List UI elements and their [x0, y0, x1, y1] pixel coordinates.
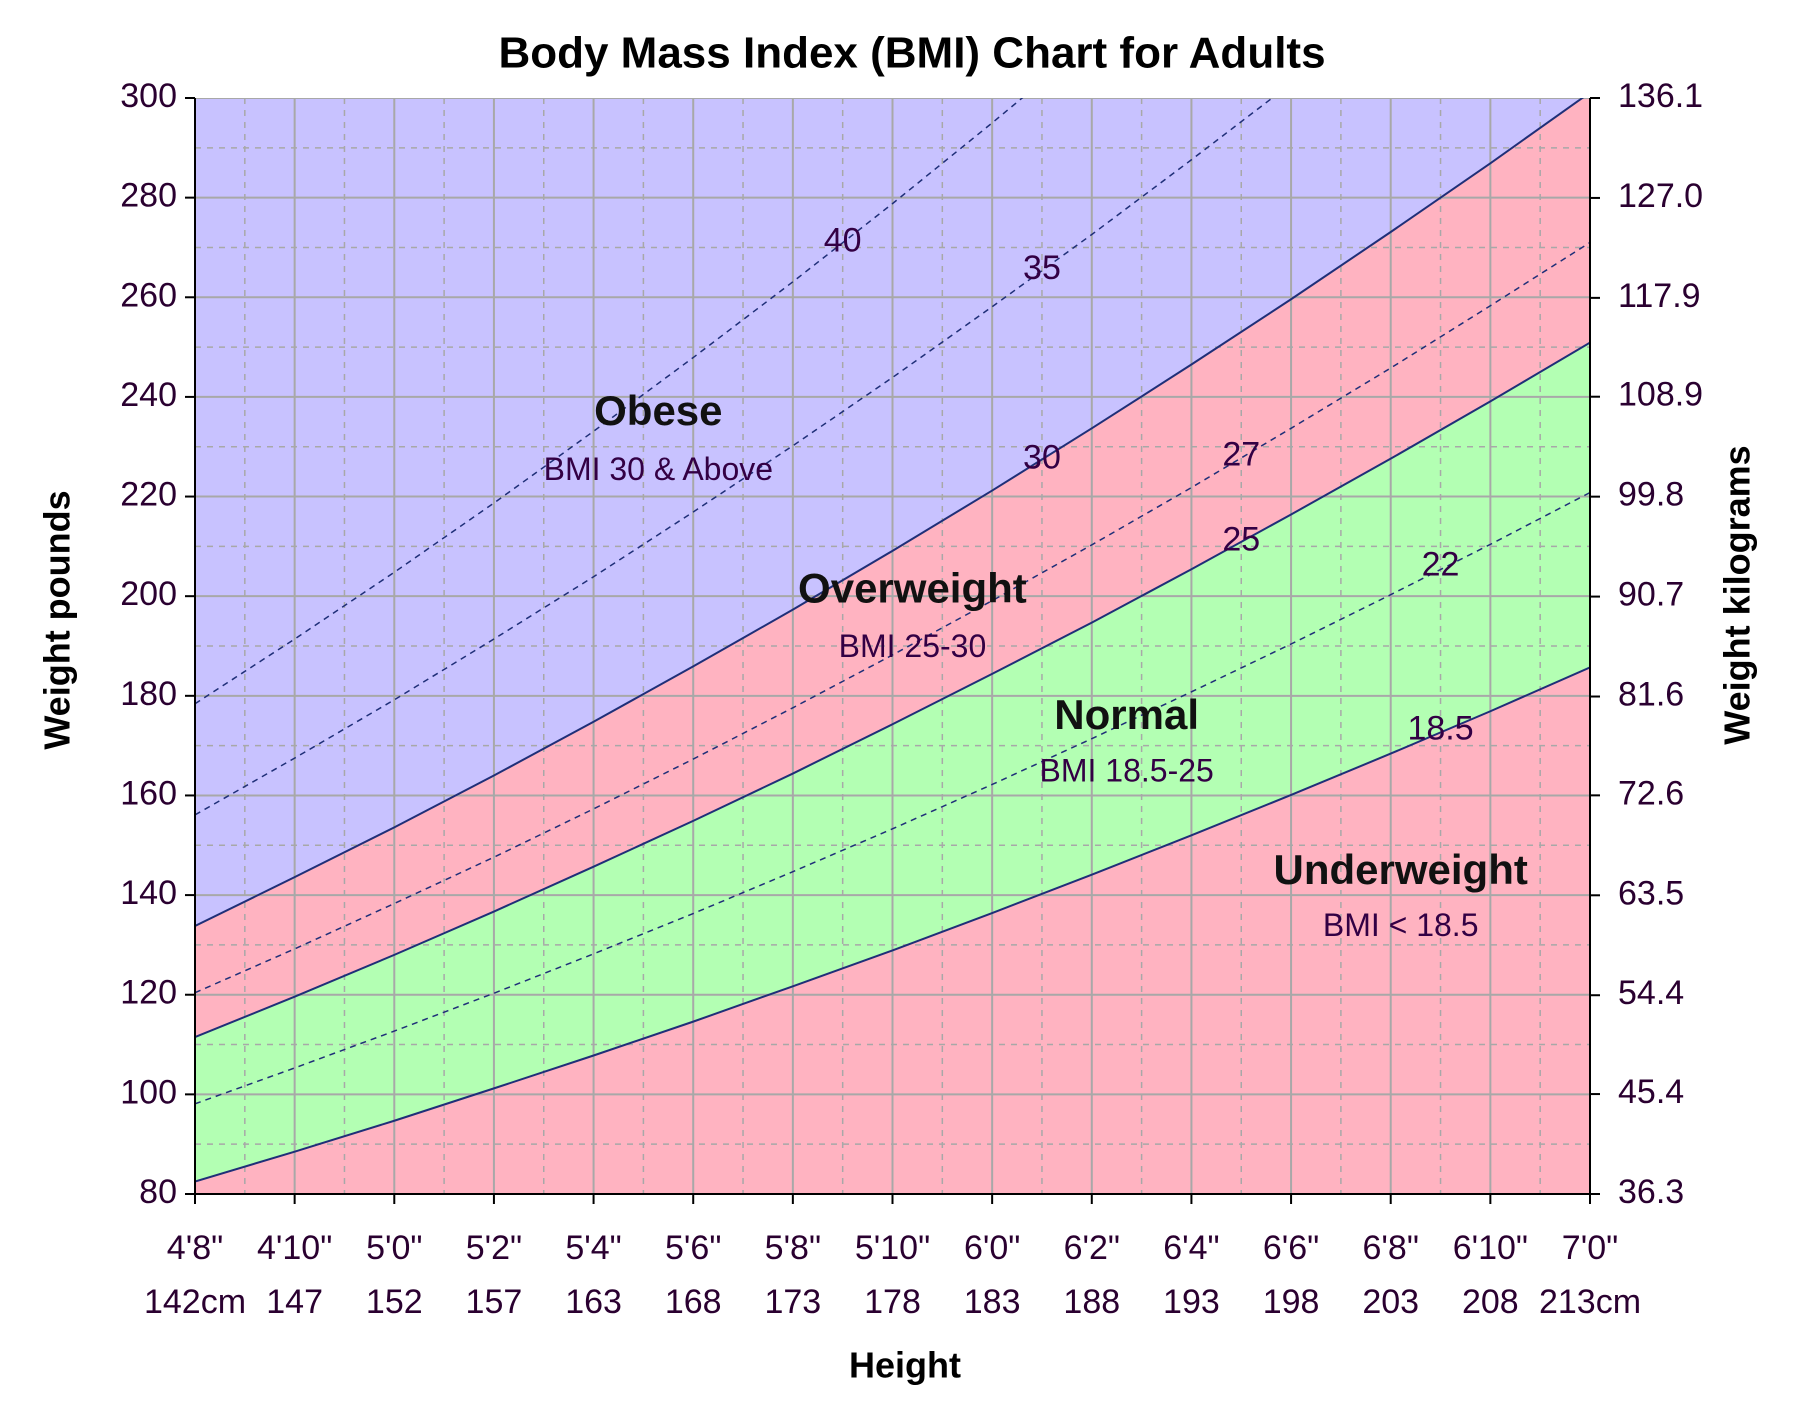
y-tick-label: 140: [120, 874, 177, 912]
y2-tick-label: 136.1: [1618, 77, 1703, 115]
bmi-line: [195, 98, 1024, 705]
x-tick-label: 5'6": [665, 1229, 721, 1267]
y-tick-label: 220: [120, 476, 177, 514]
x-cm-label: 183: [964, 1283, 1021, 1321]
x-cm-label: 213cm: [1539, 1283, 1641, 1321]
x-cm-label: 188: [1063, 1283, 1120, 1321]
y2-tick-label: 99.8: [1618, 476, 1684, 514]
x-cm-label: 198: [1263, 1283, 1320, 1321]
region-name: Overweight: [798, 564, 1027, 611]
series-label: 18.5: [1407, 710, 1473, 748]
x-tick-label: 5'8": [765, 1229, 821, 1267]
series-label: 30: [1023, 439, 1061, 477]
y-tick-label: 260: [120, 276, 177, 314]
bmi-line: [195, 98, 1274, 816]
x-tick-label: 6'6": [1263, 1229, 1319, 1267]
y-tick-label: 80: [139, 1173, 177, 1211]
x-tick-label: 5'0": [366, 1229, 422, 1267]
y2-tick-label: 90.7: [1618, 576, 1684, 614]
y-tick-label: 240: [120, 376, 177, 414]
x-tick-label: 5'2": [466, 1229, 522, 1267]
region-label: BMI 18.5-25: [1040, 752, 1214, 788]
region-name: Normal: [1054, 691, 1199, 738]
x-tick-label: 6'4": [1163, 1229, 1219, 1267]
series-label: 27: [1222, 436, 1260, 474]
y2-tick-label: 127.0: [1618, 177, 1703, 215]
y-tick-label: 300: [120, 77, 177, 115]
region-name: Underweight: [1274, 846, 1528, 893]
bmi-line: [195, 491, 1590, 1105]
region-name: Obese: [594, 387, 722, 434]
bmi-line: [195, 341, 1590, 1038]
y2-tick-label: 45.4: [1618, 1073, 1684, 1111]
x-axis-title: Height: [849, 1345, 961, 1386]
y2-tick-label: 117.9: [1618, 277, 1701, 315]
bmi-line: [195, 666, 1590, 1183]
plot-area: [195, 98, 1590, 1194]
y-axis-title: Weight pounds: [37, 490, 78, 749]
x-tick-label: 5'4": [565, 1229, 621, 1267]
x-cm-label: 168: [665, 1283, 722, 1321]
bmi-line: [195, 241, 1590, 994]
y-tick-label: 120: [120, 974, 177, 1012]
series-label: 22: [1422, 545, 1460, 583]
x-cm-label: 147: [266, 1283, 323, 1321]
region-label: BMI < 18.5: [1323, 907, 1479, 943]
x-cm-label: 157: [466, 1283, 523, 1321]
y2-tick-label: 81.6: [1618, 676, 1684, 714]
x-tick-label: 7'0": [1562, 1229, 1618, 1267]
x-cm-label: 142cm: [144, 1283, 246, 1321]
x-cm-label: 152: [366, 1283, 423, 1321]
y2-tick-label: 72.6: [1618, 774, 1684, 812]
series-label: 35: [1023, 249, 1061, 287]
series-label: 25: [1222, 520, 1260, 558]
series-label: 40: [824, 221, 862, 259]
y2-tick-label: 108.9: [1618, 376, 1703, 414]
x-cm-label: 203: [1362, 1283, 1419, 1321]
region-label: BMI 25-30: [839, 628, 987, 664]
x-cm-label: 163: [565, 1283, 622, 1321]
y-tick-label: 180: [120, 675, 177, 713]
x-tick-label: 4'10": [257, 1229, 332, 1267]
chart-title: Body Mass Index (BMI) Chart for Adults: [498, 29, 1325, 78]
bmi-line: [195, 98, 1585, 927]
x-cm-label: 208: [1462, 1283, 1519, 1321]
x-cm-label: 173: [764, 1283, 821, 1321]
y-tick-label: 100: [120, 1073, 177, 1111]
y2-tick-label: 54.4: [1618, 974, 1684, 1012]
y2-tick-label: 36.3: [1618, 1173, 1684, 1211]
x-tick-label: 4'8": [167, 1229, 223, 1267]
x-tick-label: 5'10": [855, 1229, 930, 1267]
region: [195, 98, 1583, 926]
y-tick-label: 280: [120, 177, 177, 215]
x-tick-label: 6'8": [1363, 1229, 1419, 1267]
x-tick-label: 6'2": [1064, 1229, 1120, 1267]
x-cm-label: 178: [864, 1283, 921, 1321]
region-label: BMI 30 & Above: [544, 451, 773, 487]
x-tick-label: 6'10": [1453, 1229, 1528, 1267]
x-cm-label: 193: [1163, 1283, 1220, 1321]
y-tick-label: 160: [120, 774, 177, 812]
y2-tick-label: 63.5: [1618, 874, 1684, 912]
x-tick-label: 6'0": [964, 1229, 1020, 1267]
y-tick-label: 200: [120, 575, 177, 613]
y2-axis-title: Weight kilograms: [1717, 445, 1758, 744]
